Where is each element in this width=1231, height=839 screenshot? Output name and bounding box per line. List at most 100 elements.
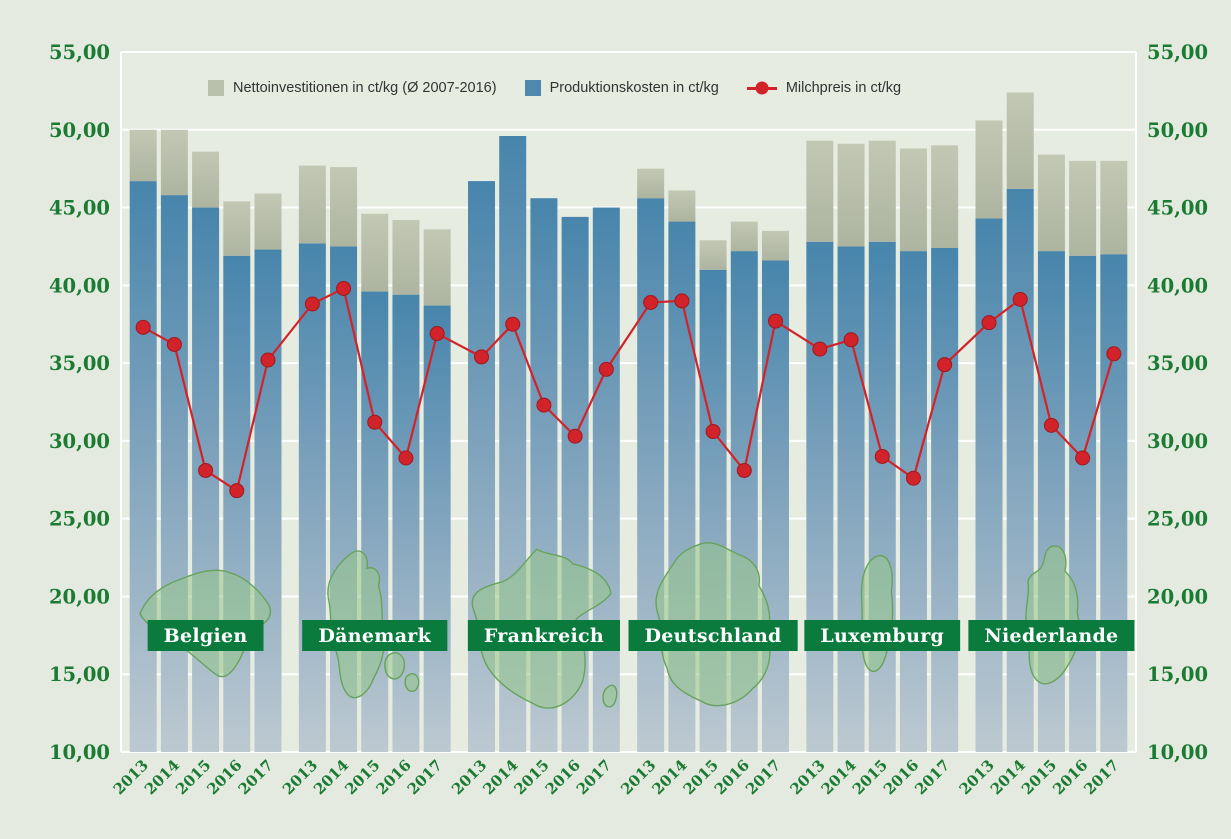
bar-produktionskosten (761, 260, 789, 752)
milchpreis-point (1012, 291, 1028, 307)
y-axis-label-right: 45,00 (1147, 197, 1208, 220)
x-axis-year-label: 2016 (880, 756, 922, 798)
bar-nettoinvestitionen (699, 240, 727, 270)
bar-nettoinvestitionen (899, 148, 927, 252)
y-axis-label-right: 50,00 (1147, 119, 1208, 142)
x-axis-year-label: 2017 (235, 756, 277, 798)
y-axis-label-left: 55,00 (49, 41, 110, 64)
country-label: Niederlande (984, 625, 1118, 647)
y-axis-label-left: 30,00 (49, 430, 110, 453)
bar-produktionskosten (298, 243, 326, 753)
bar-nettoinvestitionen (1037, 154, 1065, 252)
bar-produktionskosten (637, 198, 665, 752)
x-axis-year-label: 2016 (373, 756, 415, 798)
bar-produktionskosten (592, 207, 620, 753)
x-axis-year-label: 2014 (987, 756, 1029, 798)
bar-nettoinvestitionen (330, 167, 358, 247)
bar-nettoinvestitionen (868, 140, 896, 242)
nettoinvestitionen-swatch-icon (208, 80, 224, 96)
x-axis-year-label: 2013 (786, 756, 828, 798)
x-axis-year-label: 2015 (510, 756, 552, 798)
bar-produktionskosten (931, 248, 959, 752)
milchpreis-point (229, 483, 245, 499)
country-label: Deutschland (644, 625, 781, 647)
bar-nettoinvestitionen (392, 220, 420, 295)
milchpreis-point (843, 332, 859, 348)
milchpreis-point (336, 280, 352, 296)
chart-legend: Nettoinvestitionen in ct/kg (Ø 2007-2016… (208, 80, 901, 96)
x-axis-year-label: 2014 (479, 756, 521, 798)
milchpreis-point (505, 316, 521, 332)
milchpreis-point (981, 315, 997, 331)
milchpreis-point (1043, 417, 1059, 433)
produktionskosten-swatch-icon (524, 80, 541, 96)
y-axis-label-left: 40,00 (49, 274, 110, 297)
bar-nettoinvestitionen (361, 213, 389, 292)
milchpreis-point (674, 293, 690, 309)
x-axis-year-label: 2013 (279, 756, 321, 798)
bar-produktionskosten (160, 195, 188, 753)
bar-produktionskosten (975, 218, 1003, 752)
bar-produktionskosten (129, 181, 157, 753)
legend-item-nettoinvestitionen: Nettoinvestitionen in ct/kg (Ø 2007-2016… (208, 80, 497, 96)
country-label-box (147, 620, 264, 651)
x-axis-year-label: 2017 (404, 756, 446, 798)
bar-produktionskosten (806, 241, 834, 752)
legend-label-produktionskosten: Produktionskosten in ct/kg (549, 80, 719, 96)
x-axis-year-label: 2013 (448, 756, 490, 798)
bar-nettoinvestitionen (192, 151, 220, 208)
bar-nettoinvestitionen (975, 120, 1003, 219)
bar-nettoinvestitionen (223, 201, 251, 256)
y-axis-label-left: 20,00 (49, 585, 110, 608)
y-axis-label-right: 10,00 (1147, 741, 1208, 764)
milchpreis-point (398, 450, 414, 466)
y-axis-label-left: 15,00 (49, 663, 110, 686)
milchpreis-point (736, 462, 752, 478)
bar-nettoinvestitionen (1069, 160, 1097, 256)
milchpreis-point (598, 361, 614, 377)
milchpreis-point (705, 424, 721, 440)
bar-nettoinvestitionen (637, 168, 665, 199)
x-axis-year-label: 2015 (172, 756, 214, 798)
x-axis-year-label: 2013 (110, 756, 152, 798)
x-axis-year-label: 2017 (911, 756, 953, 798)
milchpreis-line (142, 287, 1115, 492)
x-axis-year-label: 2015 (680, 756, 722, 798)
milchpreis-point (874, 448, 890, 464)
x-axis-year-label: 2014 (141, 756, 183, 798)
country-label-box (804, 620, 961, 651)
y-axis-label-right: 30,00 (1147, 430, 1208, 453)
legend-item-produktionskosten: Produktionskosten in ct/kg (524, 80, 719, 96)
milchpreis-point (905, 470, 921, 486)
bar-produktionskosten (423, 305, 451, 752)
x-axis-year-label: 2016 (1049, 756, 1091, 798)
country-label: Frankreich (484, 625, 604, 647)
y-axis-label-left: 45,00 (49, 197, 110, 220)
y-axis-label-left: 50,00 (49, 119, 110, 142)
bar-produktionskosten (1100, 254, 1128, 752)
milchpreis-point (304, 296, 320, 312)
bar-produktionskosten (899, 251, 927, 752)
bar-nettoinvestitionen (806, 140, 834, 242)
bar-nettoinvestitionen (837, 143, 865, 247)
milchpreis-point (643, 294, 659, 310)
x-axis-year-label: 2013 (956, 756, 998, 798)
y-axis-label-right: 40,00 (1147, 274, 1208, 297)
bar-nettoinvestitionen (1006, 92, 1034, 189)
milchpreis-point (812, 341, 828, 357)
bar-nettoinvestitionen (761, 230, 789, 261)
milchpreis-point (166, 336, 182, 352)
y-axis-label-left: 25,00 (49, 508, 110, 531)
country-label: Dänemark (318, 625, 431, 647)
milchpreis-point (474, 349, 490, 365)
x-axis-year-label: 2016 (711, 756, 753, 798)
milchpreis-point (937, 357, 953, 373)
milchpreis-line-dot-icon (746, 81, 777, 95)
x-axis-year-label: 2014 (648, 756, 690, 798)
y-axis-label-left: 35,00 (49, 352, 110, 375)
y-axis-label-left: 10,00 (49, 741, 110, 764)
legend-item-milchpreis: Milchpreis in ct/kg (746, 80, 901, 96)
bar-produktionskosten (1069, 255, 1097, 752)
y-axis-label-right: 20,00 (1147, 585, 1208, 608)
